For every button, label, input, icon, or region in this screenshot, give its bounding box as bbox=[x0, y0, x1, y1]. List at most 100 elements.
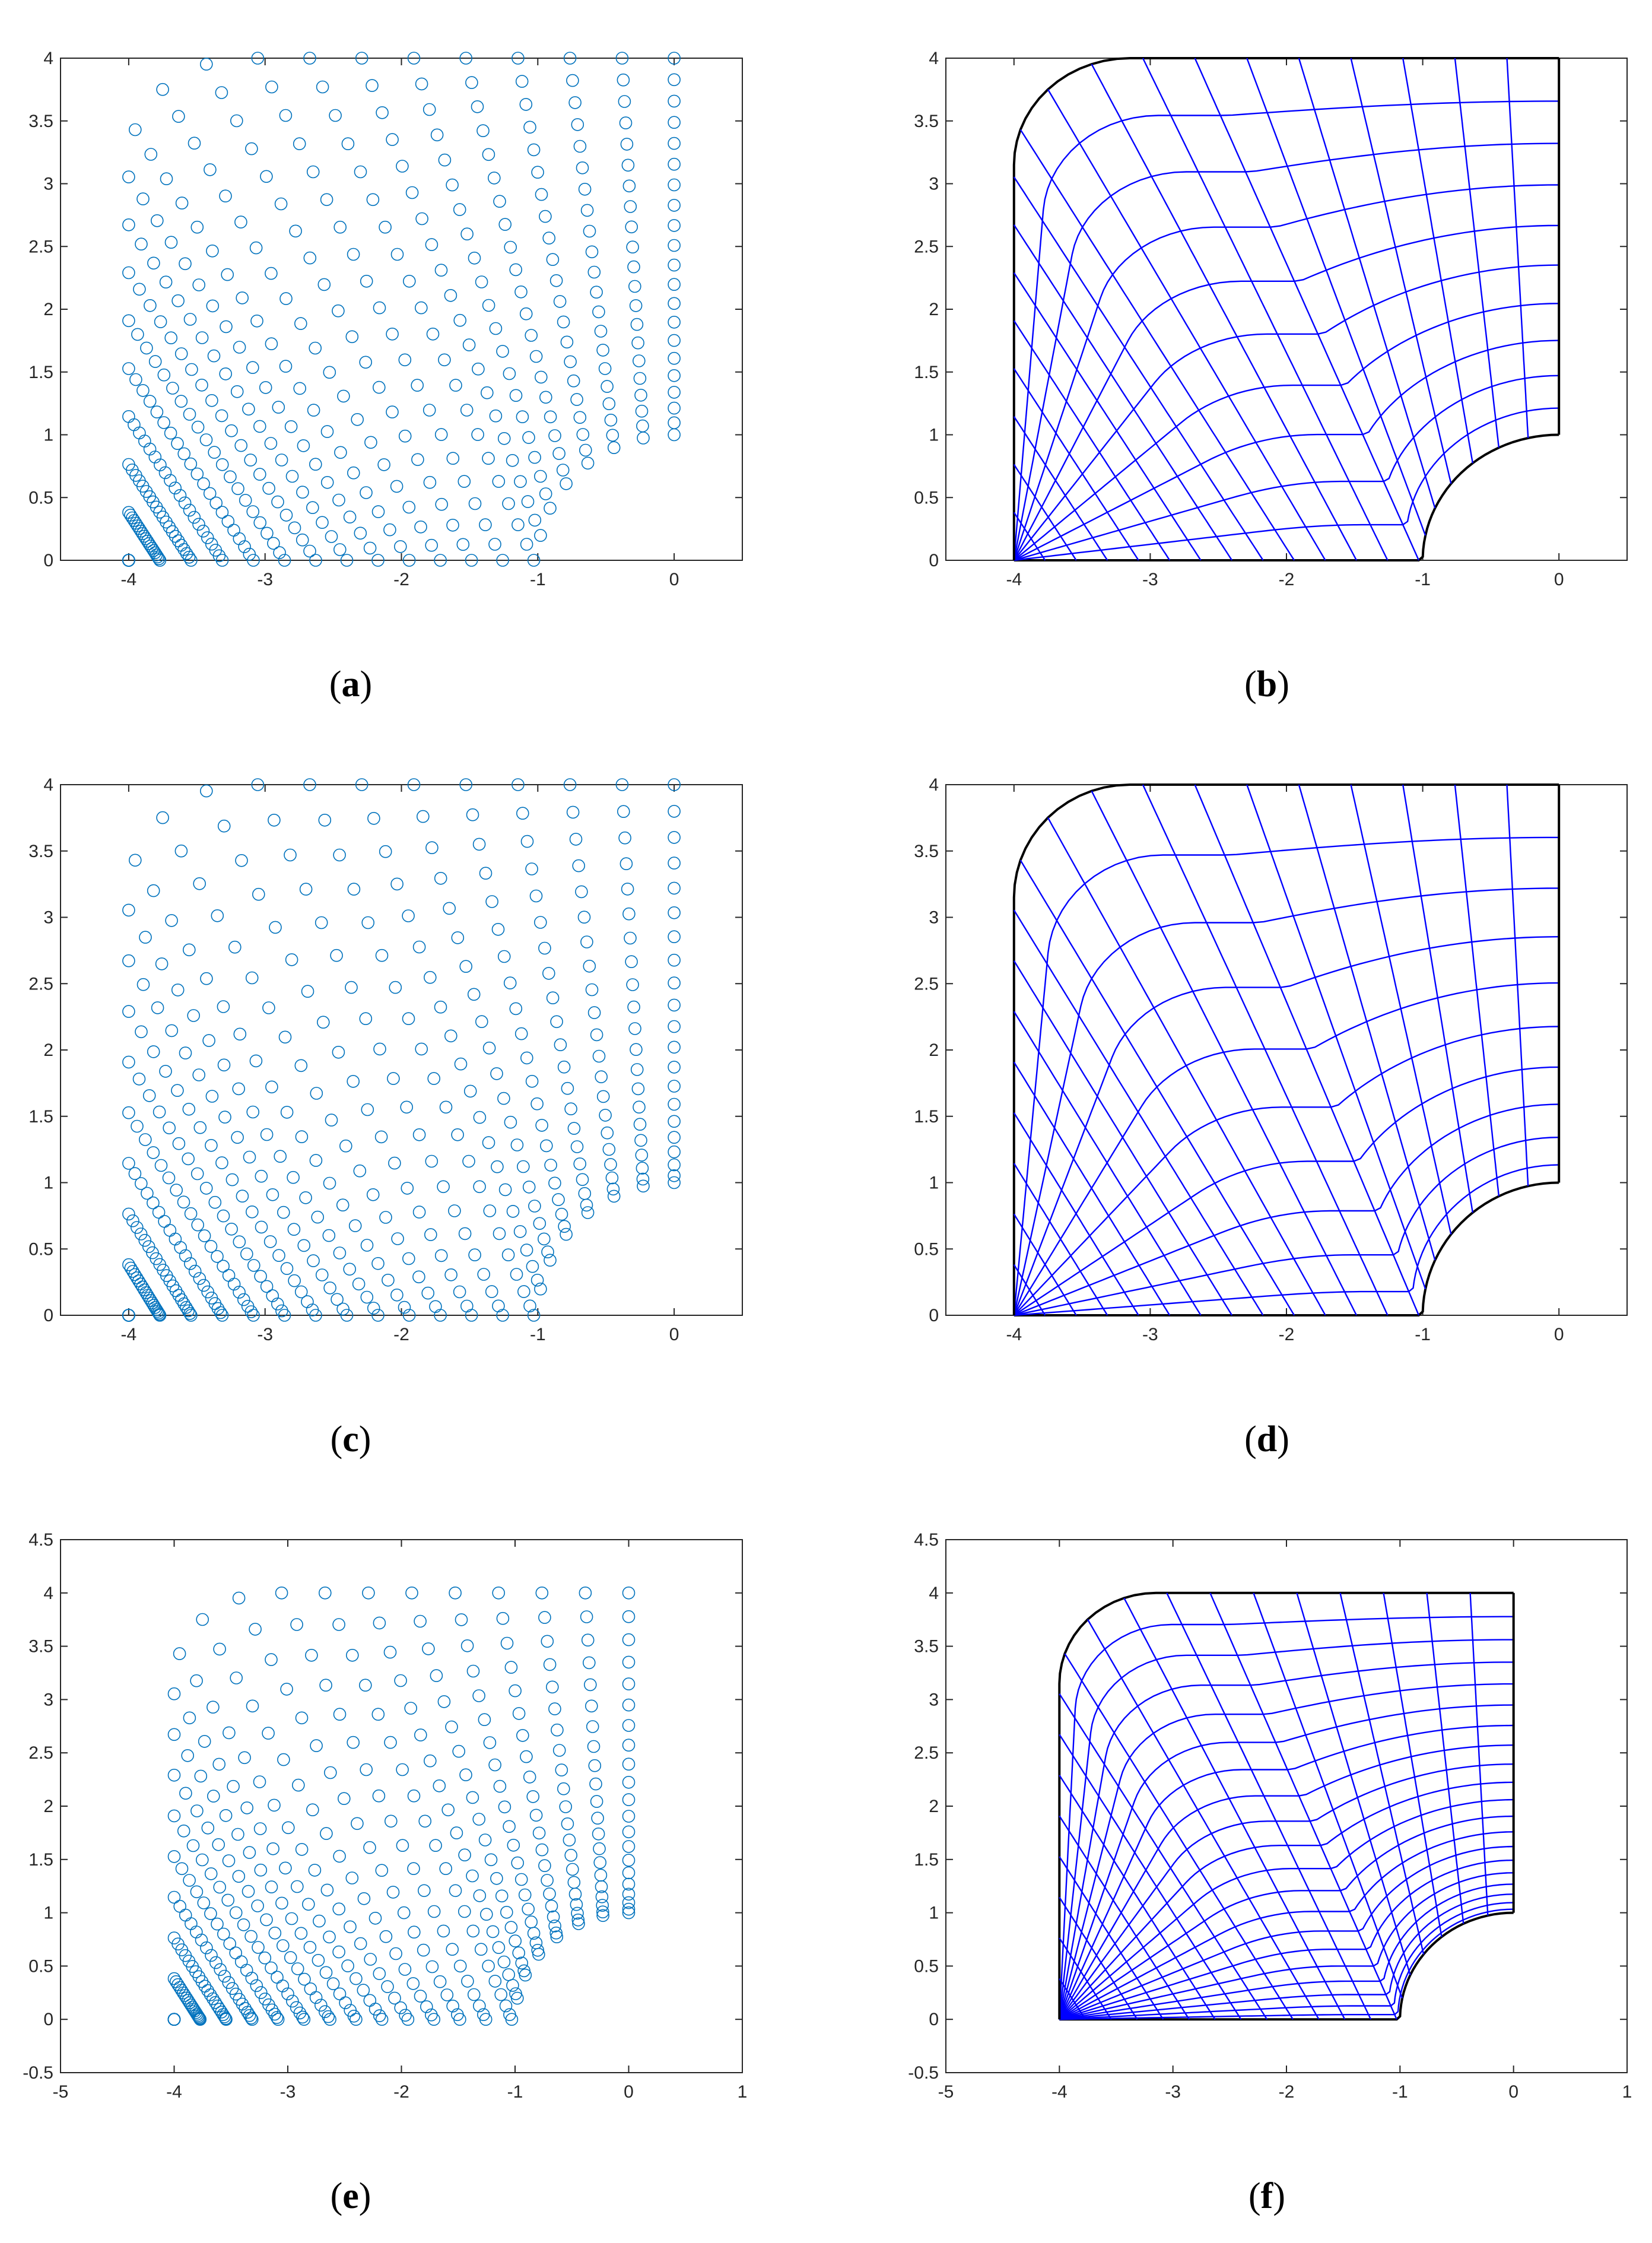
scatter-point bbox=[516, 410, 529, 424]
mesh-line bbox=[1166, 1592, 1372, 2020]
scatter-point bbox=[309, 1154, 323, 1167]
scatter-point bbox=[566, 805, 580, 819]
scatter-point bbox=[383, 523, 396, 537]
scatter-point bbox=[253, 1822, 267, 1835]
scatter-point bbox=[605, 1171, 619, 1185]
scatter-point bbox=[488, 1758, 501, 1772]
scatter-point bbox=[358, 1679, 372, 1692]
scatter-point bbox=[173, 1899, 187, 1913]
scatter-point bbox=[545, 1680, 559, 1694]
scatter-point bbox=[193, 877, 206, 890]
mesh-line bbox=[1253, 1592, 1403, 1998]
scatter-point bbox=[472, 1813, 486, 1826]
scatter-point bbox=[482, 1959, 495, 1973]
scatter-point bbox=[185, 363, 198, 376]
mesh-line bbox=[1013, 836, 1559, 1316]
mesh-line bbox=[1091, 791, 1358, 1316]
x-tick-label: -1 bbox=[507, 2082, 523, 2102]
scatter-point bbox=[260, 1280, 274, 1293]
mesh-line bbox=[1091, 64, 1358, 561]
scatter-point bbox=[374, 1130, 388, 1144]
scatter-point bbox=[360, 1290, 374, 1304]
scatter-point bbox=[211, 909, 224, 922]
scatter-point bbox=[523, 1771, 536, 1784]
scatter-point bbox=[333, 1987, 347, 2001]
scatter-point bbox=[233, 1235, 246, 1248]
scatter-point bbox=[215, 86, 228, 99]
mesh-line bbox=[1064, 1653, 1294, 2020]
scatter-point bbox=[227, 524, 240, 537]
scatter-point bbox=[438, 353, 451, 367]
scatter-point bbox=[490, 1067, 503, 1080]
mesh-line bbox=[1013, 1163, 1108, 1316]
scatter-point bbox=[404, 1702, 418, 1715]
scatter-point bbox=[268, 1927, 282, 1940]
scatter-point bbox=[592, 305, 605, 319]
scatter-point bbox=[621, 883, 634, 896]
scatter-point bbox=[154, 458, 167, 472]
scatter-point bbox=[201, 1285, 215, 1299]
scatter-point bbox=[483, 1204, 497, 1217]
scatter-point bbox=[425, 1960, 439, 1974]
mesh-line bbox=[1019, 129, 1295, 561]
scatter-point bbox=[535, 1587, 549, 1600]
scatter-point bbox=[122, 458, 135, 471]
scatter-point bbox=[274, 1150, 287, 1163]
scatter-point bbox=[345, 981, 358, 994]
scatter-point bbox=[122, 170, 135, 183]
scatter-point bbox=[624, 200, 637, 213]
scatter-point bbox=[532, 1826, 546, 1840]
scatter-point bbox=[668, 1158, 681, 1172]
scatter-point bbox=[122, 218, 135, 231]
y-tick-label: 2.5 bbox=[28, 237, 53, 256]
panel-c: -4 -3 -2 -1 0 0 0.5 1 1.5 2 2.5 3 3.5 4 (c) bbox=[28, 775, 743, 1460]
scatter-point bbox=[332, 1618, 345, 1631]
mesh-line bbox=[1013, 1026, 1559, 1316]
scatter-point bbox=[580, 935, 593, 948]
scatter-point bbox=[230, 114, 243, 128]
scatter-point bbox=[520, 1051, 533, 1065]
scatter-point bbox=[124, 1261, 138, 1275]
scatter-point bbox=[231, 1131, 244, 1144]
scatter-point bbox=[466, 1791, 479, 1804]
scatter-point bbox=[510, 1138, 524, 1151]
scatter-point bbox=[186, 2000, 199, 2014]
y-tick-label: 0 bbox=[929, 2010, 939, 2029]
scatter-point bbox=[538, 941, 551, 955]
scatter-point bbox=[191, 1218, 205, 1232]
scatter-point bbox=[514, 285, 528, 299]
scatter-point bbox=[399, 2009, 412, 2022]
panel-label-c: (c) bbox=[331, 1419, 371, 1460]
scatter-point bbox=[122, 1005, 135, 1018]
scatter-point bbox=[285, 953, 298, 966]
scatter-point bbox=[539, 210, 552, 223]
y-tick-label: 2 bbox=[929, 1797, 939, 1816]
x-tick-label: -2 bbox=[393, 2082, 409, 2102]
scatter-point bbox=[468, 251, 481, 265]
scatter-point bbox=[668, 52, 681, 65]
y-tick-label: 2.5 bbox=[28, 1743, 53, 1763]
y-tick-label: 2.5 bbox=[914, 237, 939, 256]
scatter-point bbox=[122, 954, 135, 967]
scatter-point bbox=[668, 157, 681, 171]
scatter-point bbox=[310, 1739, 323, 1752]
scatter-point bbox=[398, 1963, 412, 1976]
scatter-point bbox=[422, 103, 436, 116]
scatter-point bbox=[183, 1874, 196, 1887]
scatter-point bbox=[503, 1820, 516, 1833]
scatter-point bbox=[237, 1293, 250, 1306]
scatter-point bbox=[668, 351, 681, 365]
scatter-point bbox=[251, 1899, 264, 1912]
scatter-point bbox=[414, 520, 427, 534]
mesh-line bbox=[1013, 272, 1202, 561]
scatter-point bbox=[570, 393, 583, 406]
scatter-point bbox=[622, 1633, 636, 1646]
scatter-point bbox=[132, 1274, 145, 1287]
scatter-point bbox=[509, 263, 523, 277]
scatter-point bbox=[523, 120, 536, 134]
scatter-point bbox=[259, 381, 272, 394]
scatter-point bbox=[368, 2003, 382, 2016]
scatter-point bbox=[595, 1890, 609, 1903]
mesh-line bbox=[1059, 1815, 1190, 2020]
scatter-point bbox=[347, 466, 360, 480]
